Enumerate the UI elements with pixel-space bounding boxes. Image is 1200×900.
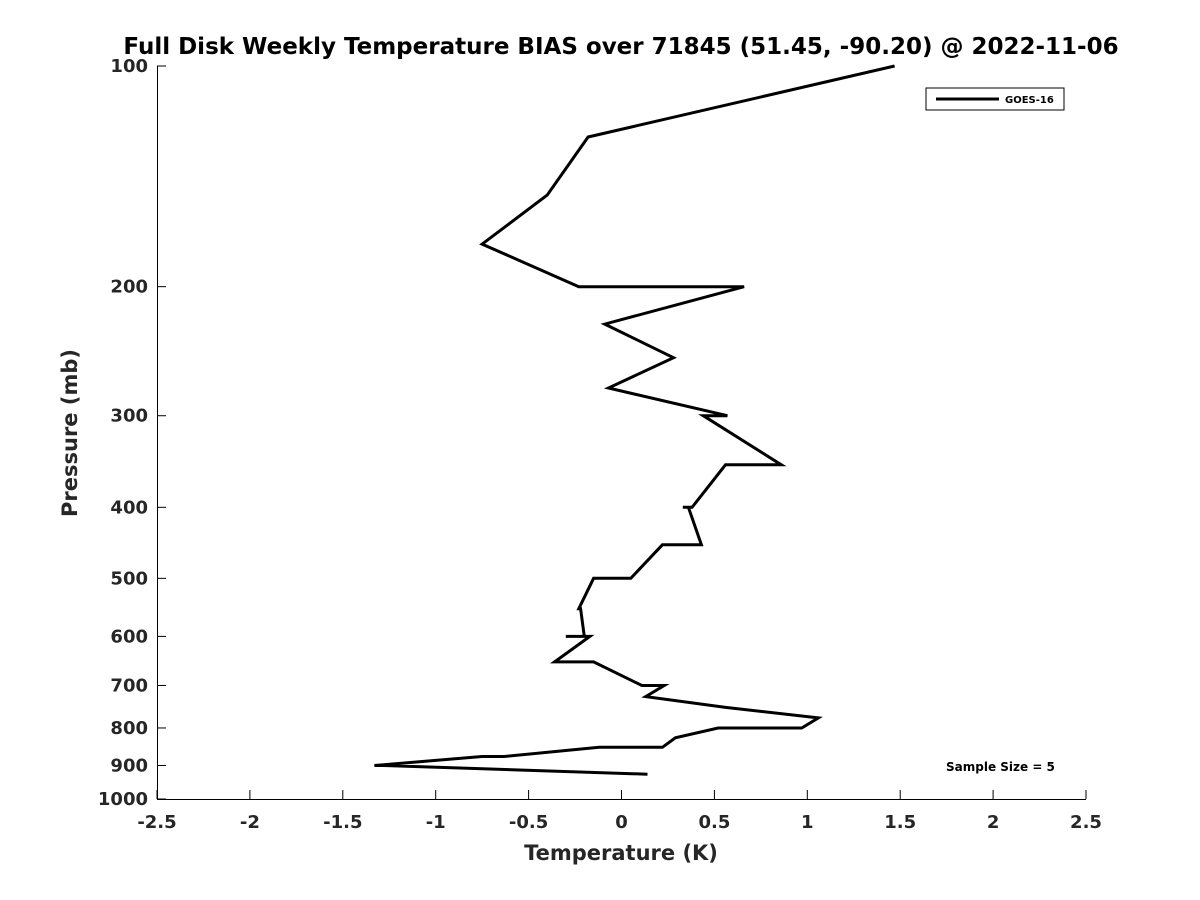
x-tick-label: -0.5 bbox=[509, 812, 548, 833]
x-tick-label: -2 bbox=[240, 812, 260, 833]
x-axis-label: Temperature (K) bbox=[524, 841, 718, 865]
y-tick-label: 300 bbox=[110, 406, 148, 427]
x-tick-label: -1 bbox=[426, 812, 446, 833]
x-tick-label: 1 bbox=[801, 812, 814, 833]
y-tick-label: 500 bbox=[110, 568, 148, 589]
y-tick-label: 100 bbox=[110, 56, 148, 77]
x-tick-label: 2.5 bbox=[1070, 812, 1102, 833]
y-tick-label: 900 bbox=[110, 755, 148, 776]
x-tick-label: 1.5 bbox=[884, 812, 916, 833]
y-axis-label: Pressure (mb) bbox=[58, 349, 82, 517]
x-axis-ticks: -2.5 -2 -1.5 -1 -0.5 0 0.5 1 1.5 2 2.5 bbox=[137, 790, 1102, 833]
y-tick-label: 800 bbox=[110, 718, 148, 739]
x-tick-label: 0.5 bbox=[698, 812, 730, 833]
sample-size-annotation: Sample Size = 5 bbox=[946, 760, 1055, 774]
x-tick-label: -1.5 bbox=[323, 812, 362, 833]
y-tick-label: 700 bbox=[110, 675, 148, 696]
plot-frame-left bbox=[157, 66, 158, 800]
series-line-goes-16 bbox=[374, 64, 895, 776]
y-axis-ticks: 100 200 300 400 500 600 700 800 900 1000 bbox=[98, 56, 166, 810]
x-tick-label: 0 bbox=[615, 812, 628, 833]
x-tick-label: 2 bbox=[987, 812, 1000, 833]
legend: GOES-16 bbox=[925, 87, 1065, 111]
legend-label-goes-16: GOES-16 bbox=[1005, 95, 1054, 106]
y-tick-label: 200 bbox=[110, 277, 148, 298]
plot-frame-bottom bbox=[157, 799, 1086, 800]
chart-title: Full Disk Weekly Temperature BIAS over 7… bbox=[123, 34, 1118, 60]
x-tick-label: -2.5 bbox=[137, 812, 176, 833]
y-tick-label: 600 bbox=[110, 626, 148, 647]
y-tick-label: 1000 bbox=[98, 789, 148, 810]
y-tick-label: 400 bbox=[110, 497, 148, 518]
